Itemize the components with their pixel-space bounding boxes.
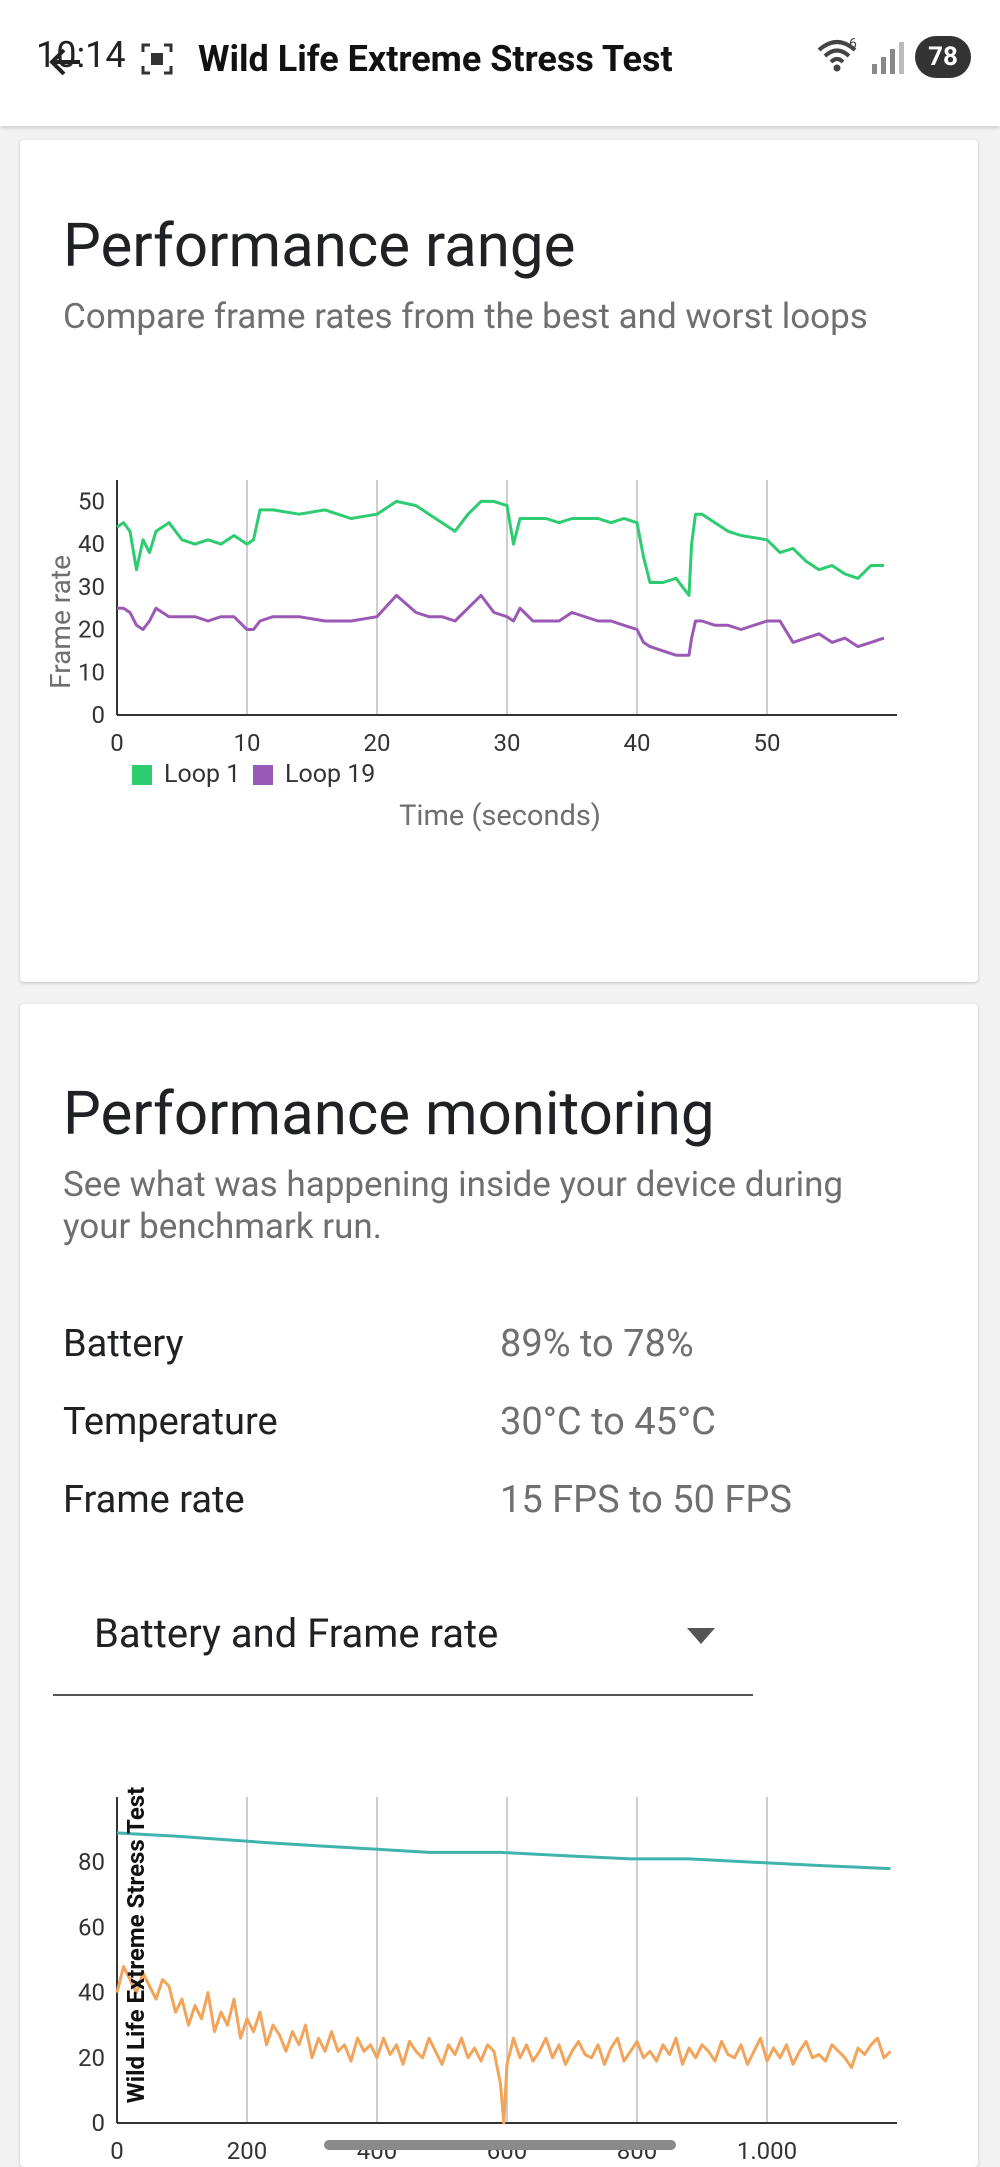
temperature-value: 30°C to 45°C [500, 1400, 716, 1444]
performance-range-title: Performance range [63, 210, 576, 281]
x-tick-label: 40 [624, 729, 651, 757]
y-tick-label: 80 [78, 1848, 105, 1876]
back-arrow-icon[interactable] [46, 42, 86, 82]
temperature-label: Temperature [63, 1400, 278, 1444]
x-tick-label: 0 [110, 2137, 124, 2165]
wifi-icon: 6 [817, 36, 857, 72]
home-indicator[interactable] [324, 2140, 676, 2150]
y-tick-label: 40 [78, 530, 105, 558]
y-tick-label: 20 [78, 616, 105, 644]
frame-rate-range-chart: 0 10 20 30 40 50 0 10 20 30 40 50 Frame rate Loop 1 Lo… [44, 480, 897, 833]
y-tick-label: 50 [78, 487, 105, 515]
performance-range-card: Performance range Compare frame rates fr… [20, 140, 978, 982]
series-line-battery [116, 1831, 891, 1871]
signal-icon [872, 42, 904, 74]
battery-label: Battery [63, 1322, 184, 1366]
legend-swatch-loop-1 [132, 765, 152, 785]
frame-rate-label: Frame rate [63, 1478, 245, 1522]
performance-monitoring-subtitle: See what was happening inside your devic… [63, 1164, 844, 1247]
y-tick-label: 60 [78, 1913, 105, 1941]
legend-swatch-loop-19 [253, 765, 273, 785]
top-app-bar: 10:14 Wild Life Extreme Stress Test 6 78 [0, 0, 1000, 126]
legend-label-loop-19: Loop 19 [285, 760, 375, 789]
frame-rate-value: 15 FPS to 50 FPS [500, 1478, 792, 1522]
x-axis-label: Time (seconds) [399, 799, 601, 833]
legend-label-loop-1: Loop 1 [164, 760, 240, 789]
page-title: Wild Life Extreme Stress Test [198, 38, 673, 80]
status-time: 10:14 [36, 34, 126, 76]
y-tick-label: 0 [92, 701, 106, 729]
y-axis-label: Frame rate [44, 555, 77, 689]
screenshot-icon [141, 43, 173, 75]
x-tick-label: 30 [494, 729, 521, 757]
series-line-loop-1 [116, 499, 884, 597]
wifi-badge: 6 [849, 36, 857, 52]
series-line-loop-19 [117, 593, 885, 657]
x-tick-label: 20 [364, 729, 391, 757]
dropdown-selected-value: Battery and Frame rate [94, 1610, 499, 1657]
y-tick-label: 0 [92, 2109, 106, 2137]
battery-value: 89% to 78% [500, 1322, 694, 1366]
x-tick-label: 200 [227, 2137, 267, 2165]
x-tick-label: 1.000 [737, 2137, 797, 2165]
y-axis-label: Wild Life Extreme Stress Test [122, 1787, 150, 2103]
performance-monitoring-title: Performance monitoring [63, 1078, 715, 1149]
x-tick-label: 50 [754, 729, 781, 757]
x-tick-label: 10 [234, 729, 261, 757]
performance-range-subtitle: Compare frame rates from the best and wo… [63, 296, 868, 337]
metric-dropdown[interactable]: Battery and Frame rate [53, 1590, 753, 1696]
series-line-frame-rate [115, 1965, 892, 2125]
y-tick-label: 30 [78, 573, 105, 601]
x-tick-label: 0 [110, 729, 124, 757]
y-tick-label: 20 [78, 2044, 105, 2072]
performance-monitoring-card: Performance monitoring See what was happ… [20, 1004, 978, 2167]
y-tick-label: 10 [78, 658, 105, 686]
y-tick-label: 40 [78, 1979, 105, 2007]
dropdown-arrow-icon [687, 1628, 715, 1644]
battery-level-badge: 78 [915, 36, 971, 78]
